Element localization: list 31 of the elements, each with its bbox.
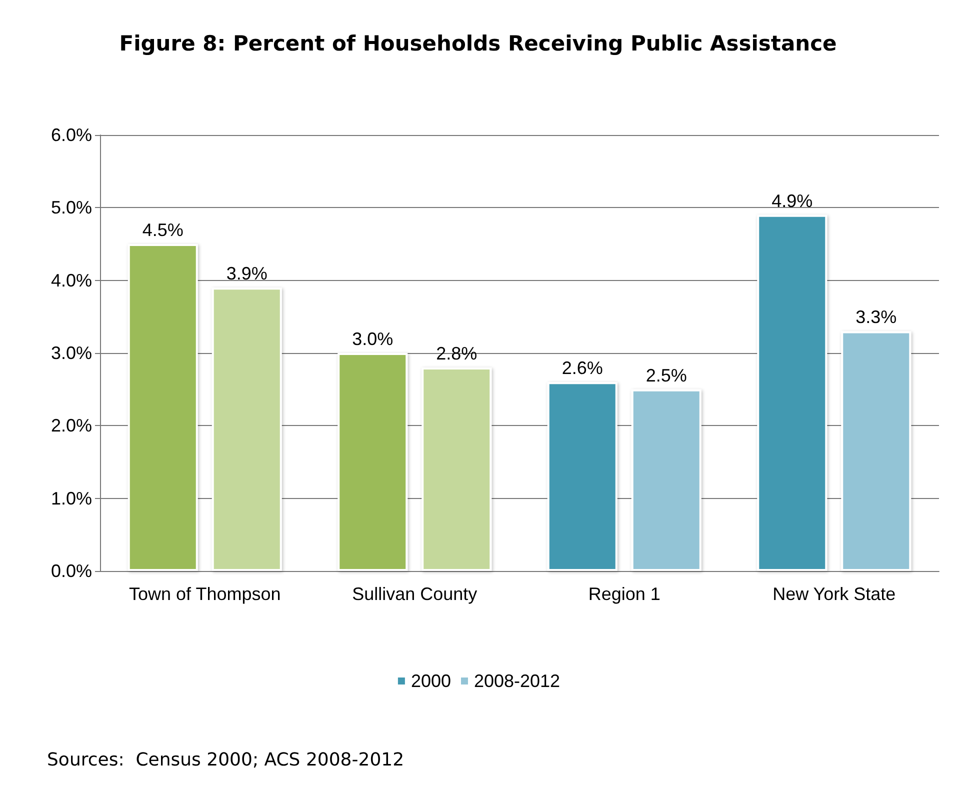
x-tick-label: Region 1 <box>588 584 660 604</box>
bar <box>547 382 618 571</box>
bar <box>841 331 912 571</box>
y-tick-label: 0.0% <box>50 561 92 581</box>
data-label: 4.9% <box>772 190 813 211</box>
y-tick-label: 5.0% <box>50 198 92 218</box>
y-tick-label: 4.0% <box>50 270 92 290</box>
bar <box>338 353 408 571</box>
legend-label: 2008-2012 <box>474 671 560 691</box>
bar <box>128 244 198 571</box>
data-label: 2.5% <box>646 365 687 386</box>
chart-title: Figure 8: Percent of Households Receiving Public Assistance <box>119 32 837 56</box>
data-label: 2.6% <box>562 358 603 378</box>
data-label: 4.5% <box>142 220 184 240</box>
legend-label: 2000 <box>410 671 451 691</box>
x-tick-label: New York State <box>772 584 896 604</box>
data-label: 3.9% <box>226 264 268 284</box>
source-note: Sources: Census 2000; ACS 2008-2012 <box>47 750 404 770</box>
bar <box>757 214 828 571</box>
x-tick-label: Town of Thompson <box>128 584 281 604</box>
data-label: 2.8% <box>436 344 478 364</box>
data-label: 3.0% <box>352 329 394 349</box>
y-tick-label: 1.0% <box>50 488 92 508</box>
bar <box>212 288 282 571</box>
y-tick-label: 6.0% <box>50 125 92 145</box>
data-label: 3.3% <box>856 307 897 328</box>
bar <box>422 368 492 571</box>
y-tick-label: 2.0% <box>50 416 92 436</box>
x-tick-label: Sullivan County <box>352 584 478 604</box>
bar <box>631 389 702 571</box>
y-tick-label: 3.0% <box>50 343 92 363</box>
